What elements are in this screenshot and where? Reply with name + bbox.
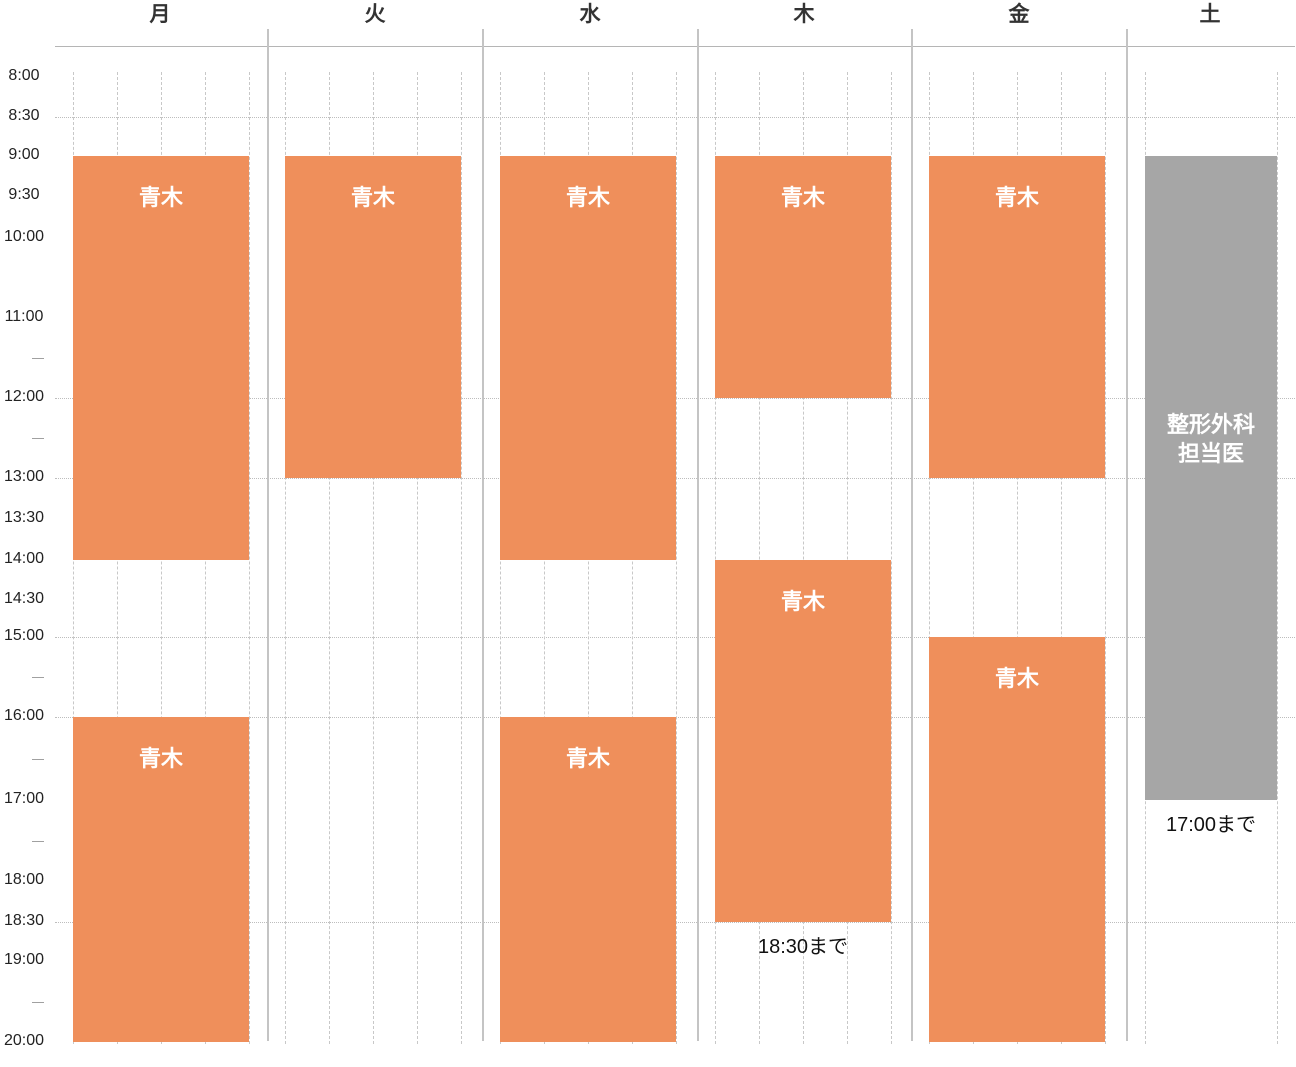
time-label: 19:00 (3, 951, 45, 968)
column-subline (847, 72, 848, 1044)
schedule-block[interactable]: 青木 (73, 156, 249, 560)
time-label: 8:00 (8, 67, 40, 84)
time-label: 16:00 (3, 707, 45, 724)
column-separator (267, 29, 269, 1041)
half-hour-tick (32, 759, 44, 760)
column-separator (482, 29, 484, 1041)
column-separator (697, 29, 699, 1041)
time-label: 15:00 (3, 627, 45, 644)
doctor-name: 整形外科 担当医 (1166, 413, 1255, 467)
day-header: 木 (793, 2, 815, 26)
column-subline (1277, 72, 1278, 1044)
column-subline (715, 72, 716, 1044)
schedule-block[interactable]: 青木 (73, 717, 249, 1042)
half-hour-tick (32, 841, 44, 842)
column-subline (759, 72, 760, 1044)
schedule-block[interactable]: 青木 (285, 156, 461, 478)
half-hour-tick (32, 677, 44, 678)
time-label: 18:30 (3, 912, 45, 929)
column-subline (461, 72, 462, 1044)
column-subline (1017, 72, 1018, 1044)
day-header: 月 (149, 2, 171, 26)
column-subline (329, 72, 330, 1044)
column-subline (417, 72, 418, 1044)
schedule-block[interactable]: 整形外科 担当医 (1145, 156, 1277, 800)
column-subline (891, 72, 892, 1044)
column-subline (803, 72, 804, 1044)
doctor-name: 青木 (138, 186, 183, 211)
day-header: 土 (1199, 2, 1221, 26)
column-separator (911, 29, 913, 1041)
time-label: 14:30 (3, 590, 45, 607)
doctor-name: 青木 (780, 590, 825, 615)
day-header: 火 (364, 2, 386, 26)
doctor-name: 青木 (138, 747, 183, 772)
half-hour-tick (32, 358, 44, 359)
end-time-note: 18:30まで (757, 936, 849, 958)
time-label: 9:30 (8, 186, 40, 203)
day-header: 水 (579, 2, 601, 26)
end-time-note: 17:00まで (1165, 814, 1257, 836)
day-header: 金 (1008, 2, 1030, 26)
time-label: 11:00 (4, 308, 44, 325)
schedule-block[interactable]: 青木 (500, 717, 676, 1042)
time-label: 13:00 (3, 468, 45, 485)
doctor-name: 青木 (994, 186, 1039, 211)
time-label: 12:00 (3, 388, 45, 405)
column-subline (285, 72, 286, 1044)
time-label: 13:30 (3, 509, 45, 526)
doctor-name: 青木 (994, 667, 1039, 692)
schedule-block[interactable]: 青木 (929, 156, 1105, 478)
time-label: 8:30 (8, 107, 40, 124)
column-subline (676, 72, 677, 1044)
time-label: 20:00 (3, 1032, 45, 1049)
doctor-name: 青木 (350, 186, 395, 211)
schedule-block[interactable]: 青木 (715, 560, 891, 922)
time-label: 18:00 (3, 871, 45, 888)
doctor-name: 青木 (565, 186, 610, 211)
time-label: 10:00 (3, 228, 45, 245)
schedule-block[interactable]: 青木 (929, 637, 1105, 1042)
column-subline (1105, 72, 1106, 1044)
column-subline (1061, 72, 1062, 1044)
header-divider (55, 46, 1295, 47)
time-label: 17:00 (3, 790, 45, 807)
schedule-block[interactable]: 青木 (715, 156, 891, 398)
doctor-name: 青木 (565, 747, 610, 772)
time-label: 9:00 (8, 146, 40, 163)
time-label: 14:00 (3, 550, 45, 567)
doctor-name: 青木 (780, 186, 825, 211)
half-hour-tick (32, 438, 44, 439)
column-subline (249, 72, 250, 1044)
schedule-block[interactable]: 青木 (500, 156, 676, 560)
gridline (55, 637, 1295, 638)
half-hour-tick (32, 1002, 44, 1003)
column-subline (929, 72, 930, 1044)
column-subline (373, 72, 374, 1044)
column-subline (973, 72, 974, 1044)
column-separator (1126, 29, 1128, 1041)
gridline (55, 117, 1295, 118)
